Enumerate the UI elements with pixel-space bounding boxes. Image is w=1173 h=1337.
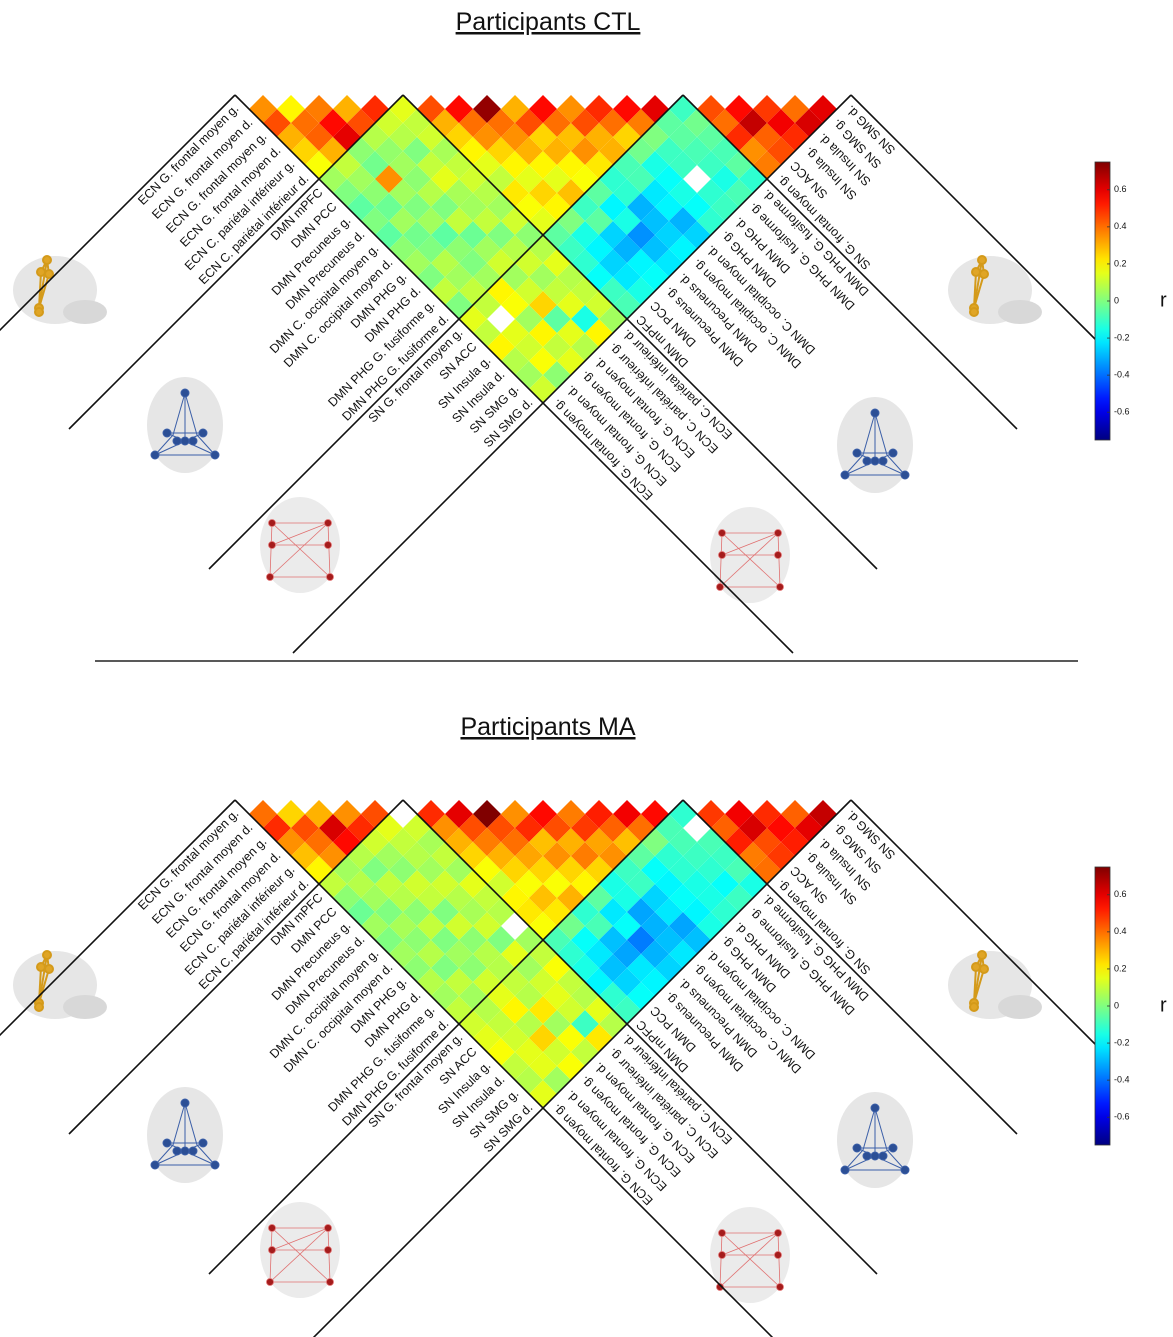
colorbar-tick-label: -0.4	[1114, 370, 1130, 380]
column-label: DMN C. occipital moyen g.	[690, 962, 805, 1077]
network-boundary	[850, 94, 1102, 346]
sn-brain-icon	[259, 1201, 341, 1299]
colorbar-tick-label: -0.6	[1114, 1112, 1130, 1122]
network-boundary	[208, 799, 684, 1275]
network-boundary	[234, 799, 774, 1337]
ecn-brain-icon	[947, 950, 1043, 1020]
colorbar-tick-label: -0.2	[1114, 332, 1130, 342]
colorbar-tick-label: 0.2	[1114, 963, 1127, 973]
network-boundary	[312, 799, 852, 1337]
colorbar-tick-label: 0.2	[1114, 258, 1127, 268]
colorbar-label: r	[1160, 289, 1167, 311]
network-boundary	[402, 94, 878, 570]
dmn-brain-icon	[836, 396, 914, 494]
sn-brain-icon	[709, 506, 791, 604]
dmn-brain-icon	[146, 376, 224, 474]
colorbar-tick-label: 0.6	[1114, 184, 1127, 194]
network-boundary	[0, 799, 236, 1037]
colorbar-tick-label: -0.2	[1114, 1037, 1130, 1047]
colorbar-tick-label: 0.6	[1114, 889, 1127, 899]
network-boundary	[402, 799, 878, 1275]
dmn-brain-icon	[836, 1091, 914, 1189]
colorbar-tick-label: -0.6	[1114, 407, 1130, 417]
network-boundary	[850, 799, 1102, 1051]
network-boundary	[292, 94, 852, 654]
network-boundary	[682, 94, 1018, 430]
sn-brain-icon	[709, 1206, 791, 1304]
ecn-brain-icon	[12, 255, 108, 325]
sn-brain-icon	[259, 496, 341, 594]
network-boundary	[682, 799, 1018, 1135]
network-boundary	[0, 94, 236, 332]
row-label: DMN C. occipital moyen g.	[267, 242, 382, 357]
colorbar-tick-label: 0.4	[1114, 221, 1127, 231]
colorbar-tick-label: -0.4	[1114, 1075, 1130, 1085]
network-boundary	[234, 94, 794, 654]
row-label: DMN C. occipital moyen g.	[267, 947, 382, 1062]
network-boundary	[68, 799, 404, 1135]
column-label: DMN C. occipital moyen g.	[690, 257, 805, 372]
chart-title: Participants CTL	[456, 8, 641, 36]
network-boundary	[68, 94, 404, 430]
chart-title: Participants MA	[460, 713, 635, 741]
colorbar-tick-label: 0	[1114, 295, 1119, 305]
colorbar-tick-label: 0	[1114, 1000, 1119, 1010]
network-boundary	[208, 94, 684, 570]
ecn-brain-icon	[947, 255, 1043, 325]
dmn-brain-icon	[146, 1086, 224, 1184]
colorbar-label: r	[1160, 994, 1167, 1016]
colorbar-tick-label: 0.4	[1114, 926, 1127, 936]
